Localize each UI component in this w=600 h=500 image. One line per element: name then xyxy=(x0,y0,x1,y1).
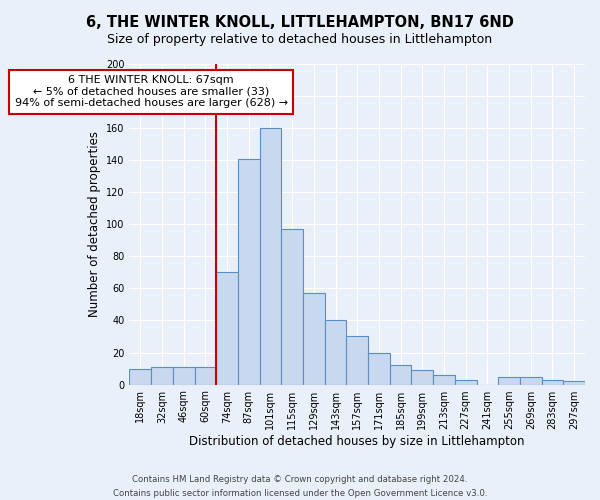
Bar xyxy=(542,380,563,384)
Text: Contains HM Land Registry data © Crown copyright and database right 2024.
Contai: Contains HM Land Registry data © Crown c… xyxy=(113,476,487,498)
Bar xyxy=(260,128,281,384)
Bar xyxy=(346,336,368,384)
Bar xyxy=(238,158,260,384)
Bar xyxy=(194,367,216,384)
Bar xyxy=(216,272,238,384)
Bar xyxy=(303,293,325,384)
Bar xyxy=(412,370,433,384)
Bar xyxy=(130,368,151,384)
X-axis label: Distribution of detached houses by size in Littlehampton: Distribution of detached houses by size … xyxy=(190,434,525,448)
Bar xyxy=(455,380,476,384)
Text: 6 THE WINTER KNOLL: 67sqm
← 5% of detached houses are smaller (33)
94% of semi-d: 6 THE WINTER KNOLL: 67sqm ← 5% of detach… xyxy=(14,75,287,108)
Bar xyxy=(151,367,173,384)
Bar xyxy=(281,229,303,384)
Bar xyxy=(433,375,455,384)
Bar xyxy=(390,366,412,384)
Bar xyxy=(368,352,390,384)
Bar xyxy=(498,376,520,384)
Bar xyxy=(563,382,585,384)
Bar xyxy=(325,320,346,384)
Text: 6, THE WINTER KNOLL, LITTLEHAMPTON, BN17 6ND: 6, THE WINTER KNOLL, LITTLEHAMPTON, BN17… xyxy=(86,15,514,30)
Bar xyxy=(520,376,542,384)
Y-axis label: Number of detached properties: Number of detached properties xyxy=(88,132,101,318)
Text: Size of property relative to detached houses in Littlehampton: Size of property relative to detached ho… xyxy=(107,32,493,46)
Bar xyxy=(173,367,194,384)
